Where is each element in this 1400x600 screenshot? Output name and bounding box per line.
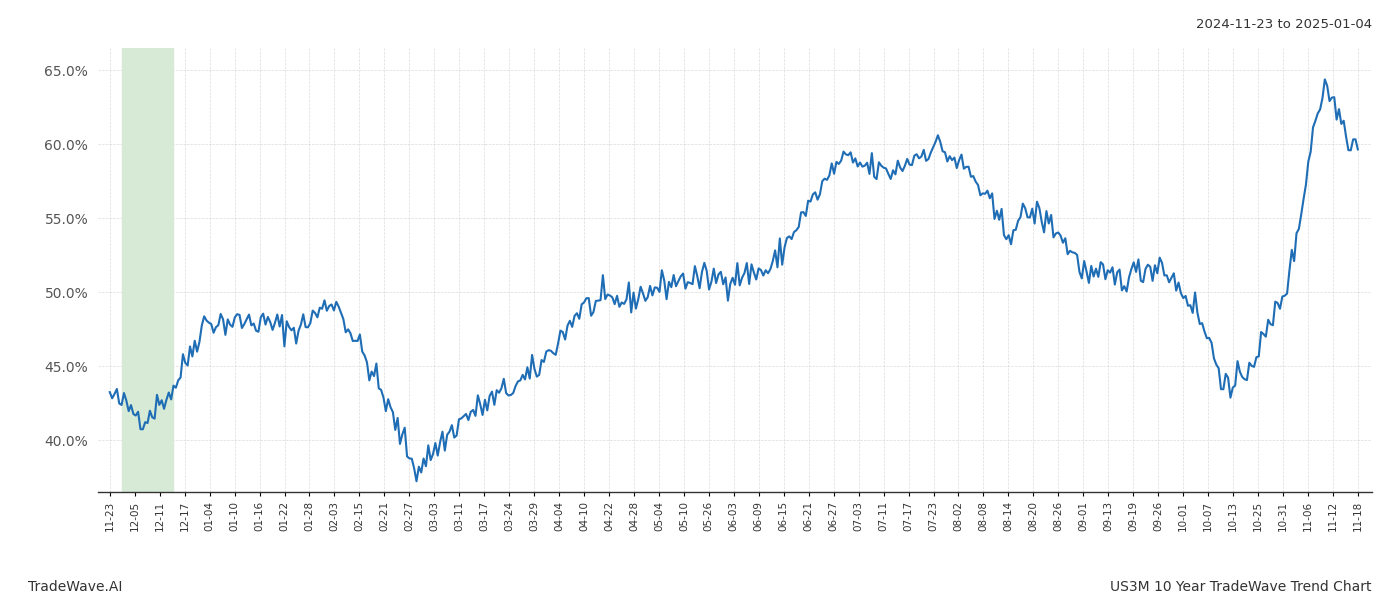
Text: US3M 10 Year TradeWave Trend Chart: US3M 10 Year TradeWave Trend Chart — [1110, 580, 1372, 594]
Text: 2024-11-23 to 2025-01-04: 2024-11-23 to 2025-01-04 — [1196, 18, 1372, 31]
Bar — [122, 48, 174, 492]
Text: TradeWave.AI: TradeWave.AI — [28, 580, 122, 594]
